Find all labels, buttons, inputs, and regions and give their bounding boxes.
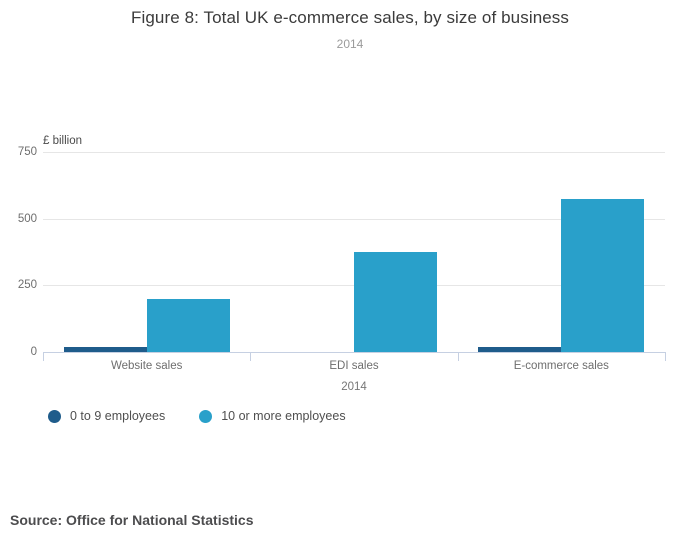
x-axis-tick	[665, 352, 666, 361]
bar-light	[354, 252, 437, 352]
x-axis-title: 2014	[341, 381, 367, 393]
legend-swatch-dark-icon	[48, 409, 61, 423]
legend-label: 0 to 9 employees	[70, 409, 166, 423]
x-axis-line	[43, 352, 665, 353]
x-category-label: E-commerce sales	[513, 360, 609, 372]
legend: 0 to 9 employees 10 or more employees	[48, 409, 346, 423]
y-tick-label: 0	[30, 346, 37, 358]
bar-light	[561, 199, 645, 352]
x-axis-tick	[43, 352, 44, 361]
bar-light	[146, 299, 230, 352]
bar-dark	[478, 347, 562, 352]
legend-item-10-or-more: 10 or more employees	[199, 409, 346, 423]
gridline	[43, 152, 665, 154]
y-axis-unit-label: £ billion	[43, 135, 82, 147]
y-tick-label: 250	[17, 279, 37, 292]
x-category-label: Website sales	[110, 360, 183, 372]
x-axis-tick	[457, 352, 459, 361]
x-category-label: EDI sales	[329, 360, 379, 372]
legend-swatch-light-icon	[199, 409, 213, 423]
gridline	[43, 218, 665, 220]
bar-dark	[63, 347, 147, 352]
source-note: Source: Office for National Statistics	[10, 512, 254, 528]
legend-item-0-to-9: 0 to 9 employees	[48, 409, 165, 423]
chart-title: Figure 8: Total UK e-commerce sales, by …	[130, 8, 570, 27]
y-tick-label: 500	[17, 212, 37, 225]
y-tick-label: 750	[17, 146, 37, 159]
chart-subtitle: 2014	[336, 37, 364, 51]
legend-label: 10 or more employees	[221, 409, 346, 423]
x-axis-tick	[250, 352, 252, 361]
